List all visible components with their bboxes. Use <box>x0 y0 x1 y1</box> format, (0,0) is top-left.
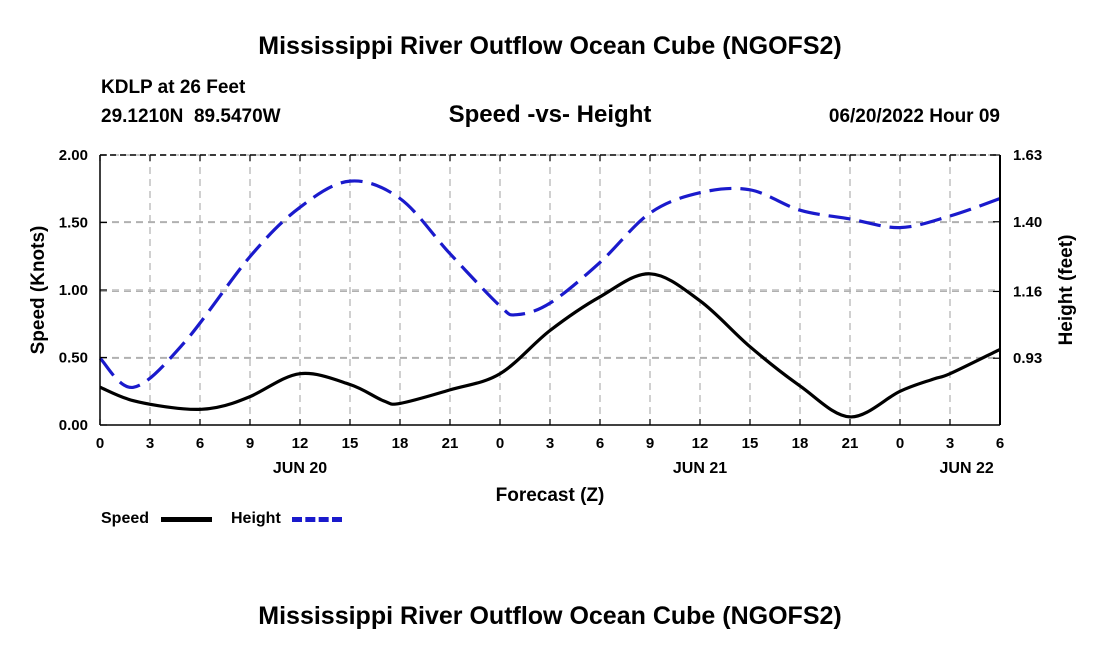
legend-speed-swatch <box>161 517 212 522</box>
y-tick-label-left: 2.00 <box>59 147 88 164</box>
y-tick-label-left: 1.50 <box>59 215 88 232</box>
y-tick-label-right: 0.93 <box>1013 350 1042 367</box>
footer-title: Mississippi River Outflow Ocean Cube (NG… <box>258 602 842 630</box>
legend-height-swatch <box>292 517 342 522</box>
x-tick-label: 21 <box>442 435 459 452</box>
x-tick-label: 9 <box>646 435 654 452</box>
x-tick-label: 15 <box>742 435 759 452</box>
x-axis-title: Forecast (Z) <box>496 485 605 506</box>
x-date-label: JUN 21 <box>673 460 727 477</box>
x-tick-label: 0 <box>96 435 104 452</box>
y-tick-label-left: 0.00 <box>59 417 88 434</box>
x-tick-label: 15 <box>342 435 359 452</box>
y-tick-label-left: 1.00 <box>59 282 88 299</box>
y-axis-title-left: Speed (Knots) <box>28 226 49 355</box>
station-coordinates: 29.1210N 89.5470W <box>101 106 281 127</box>
x-tick-label: 12 <box>692 435 709 452</box>
station-name: KDLP at 26 Feet <box>101 77 246 98</box>
legend-speed-label: Speed <box>101 510 150 527</box>
x-tick-label: 9 <box>246 435 254 452</box>
page-title: Mississippi River Outflow Ocean Cube (NG… <box>258 32 842 60</box>
y-axis-title-right: Height (feet) <box>1056 235 1077 346</box>
x-tick-label: 0 <box>896 435 904 452</box>
x-date-label: JUN 20 <box>273 460 327 477</box>
x-tick-label: 18 <box>792 435 809 452</box>
x-tick-label: 21 <box>842 435 859 452</box>
x-tick-label: 0 <box>496 435 504 452</box>
x-tick-label: 6 <box>196 435 204 452</box>
x-tick-label: 6 <box>596 435 604 452</box>
x-tick-label: 3 <box>546 435 554 452</box>
x-date-label: JUN 22 <box>940 460 994 477</box>
series-line-speed <box>99 272 1001 419</box>
y-tick-label-right: 1.63 <box>1013 147 1042 164</box>
series-line-height <box>98 179 1001 389</box>
y-tick-label-right: 1.40 <box>1013 214 1042 231</box>
y-tick-label-left: 0.50 <box>59 350 88 367</box>
x-tick-label: 3 <box>146 435 154 452</box>
y-tick-label-right: 1.16 <box>1013 283 1042 300</box>
x-tick-label: 6 <box>996 435 1004 452</box>
x-tick-label: 18 <box>392 435 409 452</box>
chart-title: Speed -vs- Height <box>448 101 652 128</box>
legend-height-label: Height <box>231 510 281 527</box>
forecast-date: 06/20/2022 Hour 09 <box>828 106 1000 127</box>
x-tick-label: 12 <box>292 435 309 452</box>
x-tick-label: 3 <box>946 435 954 452</box>
